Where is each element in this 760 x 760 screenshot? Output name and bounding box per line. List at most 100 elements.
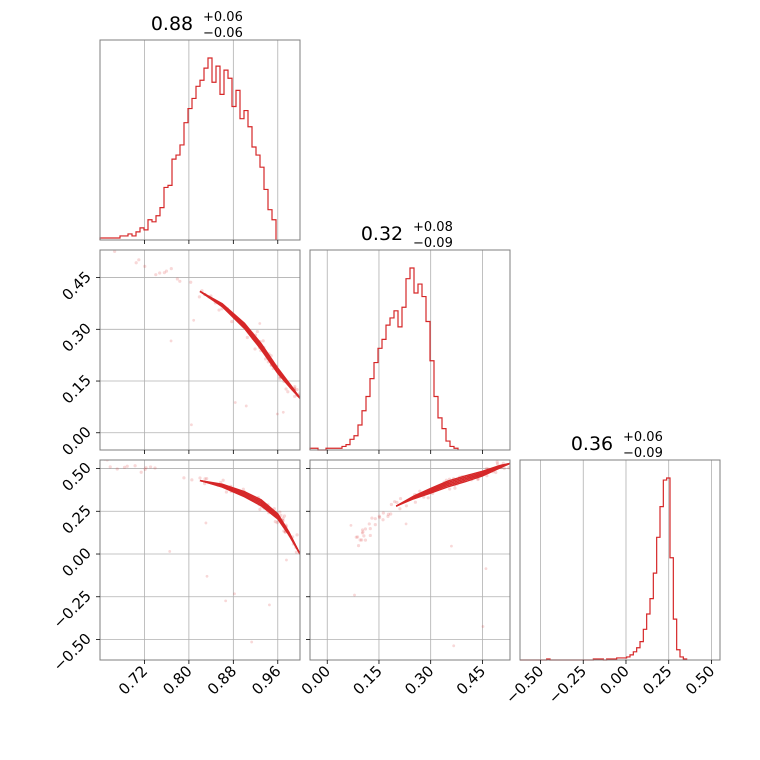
scatter-point	[378, 515, 382, 520]
hist-panel-1: 0.32 +0.08−0.09	[309, 220, 511, 454]
x-tick-label: 0.45	[453, 662, 489, 698]
hist-title-value: 0.36	[571, 433, 613, 455]
x-tick-label: −0.50	[502, 662, 547, 707]
hist-panel-0: 0.88 +0.06−0.06	[99, 10, 301, 244]
scatter-point	[281, 516, 285, 520]
scatter-point	[245, 335, 249, 340]
x-tick-label: 0.96	[248, 662, 284, 698]
scatter-point	[381, 511, 385, 515]
scatter-point	[450, 544, 453, 548]
scatter-point	[169, 339, 173, 343]
scatter-point	[355, 535, 360, 539]
scatter-point	[162, 271, 166, 275]
scatter-point	[354, 535, 358, 539]
y-tick-label: −0.50	[50, 630, 95, 675]
pair-marks	[349, 460, 510, 648]
scatter-point	[258, 322, 262, 325]
scatter-point	[453, 486, 457, 490]
scatter-point	[386, 514, 390, 518]
scatter-point	[395, 500, 399, 504]
scatter-point	[255, 329, 259, 334]
hist-step-line	[520, 477, 688, 661]
scatter-point	[134, 261, 138, 265]
scatter-point	[244, 404, 248, 408]
scatter-point	[143, 467, 147, 471]
scatter-point	[302, 548, 305, 551]
y-tick-label: 0.00	[58, 544, 94, 580]
pair-marks	[113, 250, 300, 427]
scatter-point	[241, 487, 245, 491]
hist-step-line	[99, 57, 277, 240]
scatter-point	[413, 500, 417, 504]
scatter-point	[96, 463, 99, 466]
scatter-point	[224, 599, 228, 603]
scatter-point	[418, 489, 422, 493]
hist-title-plus: +0.06	[203, 10, 243, 25]
x-tick-label: 0.80	[159, 662, 195, 698]
scatter-point	[368, 526, 372, 531]
scatter-point	[282, 514, 287, 518]
scatter-point	[224, 490, 228, 494]
contour-line	[199, 479, 300, 555]
scatter-point	[153, 466, 157, 470]
scatter-point	[115, 467, 119, 471]
scatter-point	[377, 514, 382, 518]
y-tick-label: −0.25	[50, 587, 95, 632]
scatter-point	[205, 574, 209, 578]
scatter-point	[367, 522, 371, 526]
scatter-point	[221, 478, 225, 482]
scatter-point	[230, 320, 234, 324]
scatter-point	[373, 522, 377, 527]
scatter-point	[258, 507, 262, 511]
scatter-point	[285, 558, 288, 562]
scatter-point	[398, 507, 402, 511]
hist-title-plus: +0.06	[623, 430, 663, 445]
scatter-point	[448, 487, 452, 491]
scatter-point	[217, 308, 221, 312]
hist-title-minus: −0.09	[623, 446, 663, 461]
scatter-point	[363, 527, 368, 531]
scatter-point	[178, 279, 182, 283]
scatter-point	[190, 478, 194, 482]
scatter-point	[426, 496, 430, 500]
pair-frame	[309, 459, 511, 661]
scatter-point	[190, 423, 193, 427]
scatter-point	[452, 644, 456, 648]
scatter-point	[275, 521, 279, 525]
scatter-point	[389, 502, 393, 507]
y-tick-label: 0.30	[58, 319, 94, 355]
scatter-point	[286, 390, 290, 394]
scatter-point	[168, 550, 172, 553]
scatter-point	[108, 465, 112, 469]
scatter-point	[381, 518, 385, 522]
pair-frame	[99, 249, 301, 451]
scatter-point	[275, 412, 279, 416]
y-tick-label: 0.00	[58, 423, 94, 459]
scatter-point	[204, 521, 208, 525]
x-tick-label: 0.00	[596, 662, 632, 698]
x-tick-label: −0.25	[545, 662, 590, 707]
scatter-point	[182, 476, 186, 480]
scatter-point	[164, 269, 169, 273]
scatter-point	[113, 250, 117, 253]
scatter-point	[362, 534, 366, 538]
hist-title-value: 0.88	[151, 13, 193, 35]
hist-title-plus: +0.08	[413, 220, 453, 235]
scatter-point	[349, 523, 353, 527]
hist-frame	[99, 39, 301, 241]
scatter-point	[189, 280, 193, 284]
scatter-point	[261, 339, 265, 343]
scatter-point	[125, 464, 129, 468]
hist-title-minus: −0.06	[203, 26, 243, 41]
scatter-point	[268, 603, 271, 607]
scatter-point	[389, 512, 393, 516]
scatter-point	[353, 593, 356, 597]
scatter-point	[481, 625, 485, 628]
x-tick-label: 0.50	[682, 662, 718, 698]
scatter-point	[122, 465, 127, 469]
hist-frame	[309, 249, 511, 451]
contour-line	[395, 462, 510, 507]
x-tick-label: 0.30	[401, 662, 437, 698]
scatter-point	[495, 460, 499, 464]
